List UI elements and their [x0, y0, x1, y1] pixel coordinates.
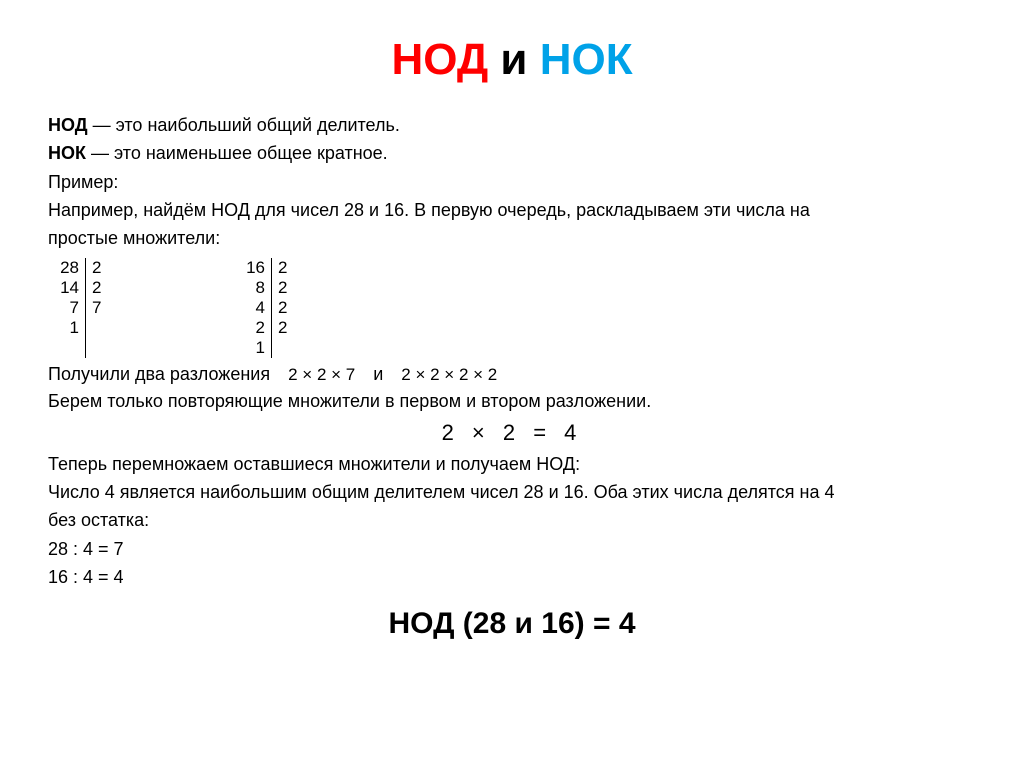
def-nod: НОД — это наибольший общий делитель. [48, 113, 976, 137]
equation-centered: 2 × 2 = 4 [48, 420, 976, 446]
decomposition-line: Получили два разложения 2 × 2 × 7 и 2 × … [48, 364, 976, 385]
and-word: и [373, 364, 383, 385]
is-line-2: без остатка: [48, 508, 976, 532]
expr-28: 2 × 2 × 7 [288, 365, 355, 385]
div-line-2: 16 : 4 = 4 [48, 565, 976, 589]
page-title: НОД и НОК [48, 35, 976, 85]
factor-table-28: 28 14 7 1 2 2 7 [58, 258, 114, 358]
def-nok-text: — это наименьшее общее кратное. [86, 143, 388, 163]
example-text-2: простые множители: [48, 226, 976, 250]
div-line-1: 28 : 4 = 7 [48, 537, 976, 561]
factor-16-right: 2 2 2 2 [272, 258, 300, 358]
def-nok-term: НОК [48, 143, 86, 163]
def-nod-text: — это наибольший общий делитель. [88, 115, 400, 135]
factor-28-left: 28 14 7 1 [58, 258, 86, 358]
def-nok: НОК — это наименьшее общее кратное. [48, 141, 976, 165]
factor-28-right: 2 2 7 [86, 258, 114, 358]
expr-16: 2 × 2 × 2 × 2 [401, 365, 497, 385]
title-nod: НОД [391, 35, 488, 84]
title-and: и [488, 35, 540, 84]
got-text: Получили два разложения [48, 364, 270, 385]
example-label: Пример: [48, 170, 976, 194]
factor-16-left: 16 8 4 2 1 [244, 258, 272, 358]
final-answer: НОД (28 и 16) = 4 [48, 607, 976, 641]
factorization-row: 28 14 7 1 2 2 7 16 8 4 2 1 2 2 2 2 [58, 258, 976, 358]
example-text-1: Например, найдём НОД для чисел 28 и 16. … [48, 198, 976, 222]
now-line: Теперь перемножаем оставшиеся множители … [48, 452, 976, 476]
factor-table-16: 16 8 4 2 1 2 2 2 2 [244, 258, 300, 358]
def-nod-term: НОД [48, 115, 88, 135]
is-line-1: Число 4 является наибольшим общим делите… [48, 480, 976, 504]
title-nok: НОК [540, 35, 633, 84]
take-line: Берем только повторяющие множители в пер… [48, 389, 976, 413]
